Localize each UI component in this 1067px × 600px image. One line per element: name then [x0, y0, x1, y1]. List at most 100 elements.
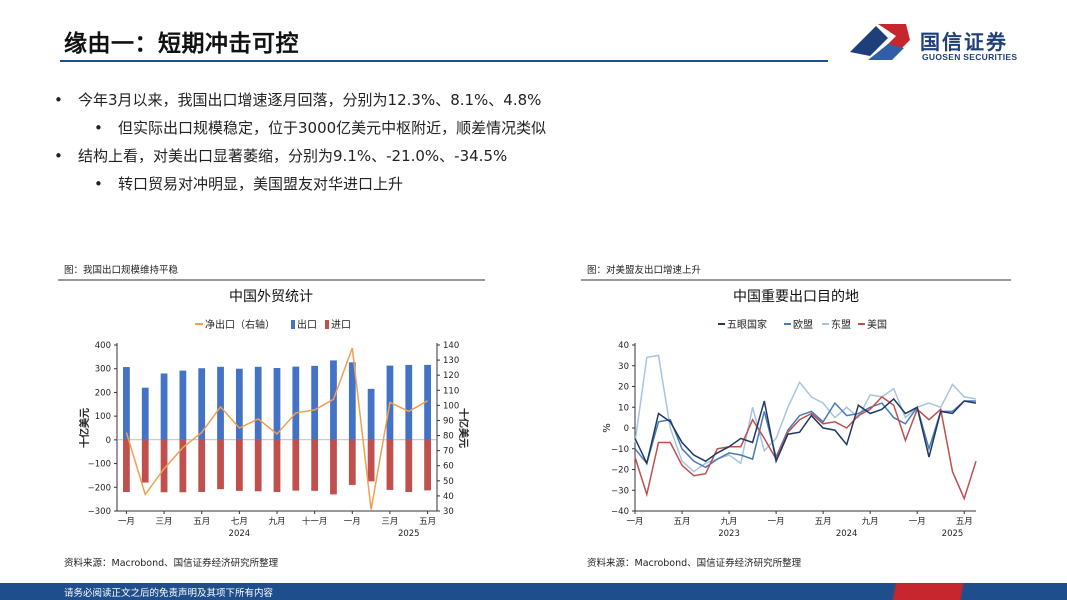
left-chart-source: 资料来源：Macrobond、国信证券经济研究所整理 [64, 558, 279, 569]
import-bar [198, 439, 206, 493]
y-tick-label: 10 [618, 403, 629, 413]
export-bar [235, 368, 243, 440]
y2-axis-label: 十亿美元 [457, 408, 470, 448]
export-bar [292, 366, 300, 440]
legend-label: 出口 [297, 318, 317, 331]
export-bar [198, 368, 206, 440]
series-line-3 [634, 395, 977, 501]
right-chart-source: 资料来源：Macrobond、国信证券经济研究所整理 [587, 558, 802, 569]
y-tick-label: −40 [611, 507, 629, 517]
bullet-subitem: 转口贸易对冲明显，美国盟友对华进口上升 [54, 170, 546, 198]
import-bar [424, 439, 431, 491]
export-bar [367, 388, 375, 440]
x-tick-label: 十一月 [302, 516, 328, 527]
series-line-2 [634, 354, 977, 473]
page-title: 缘由一：短期冲击可控 [64, 31, 299, 57]
y-axis-label: % [602, 423, 613, 433]
x-tick-label: 一月 [344, 517, 361, 527]
y2-tick-label: 40 [443, 492, 454, 502]
y-tick-label: 40 [618, 341, 629, 351]
import-bar [179, 439, 187, 493]
export-bar [405, 364, 413, 440]
left-chart-caption: 图：我国出口规模维持平稳 [64, 265, 179, 276]
x-year-label: 2024 [229, 529, 251, 539]
y2-tick-label: 50 [443, 477, 454, 487]
legend-label: 五眼国家 [727, 318, 767, 331]
import-bar [123, 439, 130, 493]
bullet-list: 今年3月以来，我国出口增速逐月回落，分别为12.3%、8.1%、4.8% 但实际… [54, 86, 546, 198]
bullet-item: 今年3月以来，我国出口增速逐月回落，分别为12.3%、8.1%、4.8% [54, 86, 546, 114]
x-year-label: 2025 [942, 529, 964, 539]
x-tick-label: 三月 [156, 517, 173, 527]
x-tick-label: 九月 [862, 517, 879, 527]
x-tick-label: 七月 [231, 517, 248, 527]
import-bar [254, 439, 262, 492]
legend-label: 净出口（右轴） [205, 318, 275, 331]
chart-title: 中国外贸统计 [229, 289, 313, 305]
x-tick-label: 九月 [721, 517, 738, 527]
y-axis-label: 十亿美元 [78, 408, 91, 448]
y-tick-label: −10 [611, 445, 629, 455]
net-export-line [125, 347, 428, 510]
y2-tick-label: 70 [443, 447, 454, 457]
import-bar [386, 439, 394, 490]
x-tick-label: 一月 [118, 517, 135, 527]
legend-swatch [291, 320, 295, 329]
y-tick-label: 300 [95, 365, 111, 375]
legend-label: 东盟 [831, 318, 851, 331]
legend-label: 欧盟 [793, 319, 813, 331]
y-tick-label: 30 [618, 362, 629, 372]
export-bar [179, 370, 187, 440]
import-bar [273, 439, 281, 493]
logo-text: 国信证券 [920, 30, 1008, 54]
import-bar [348, 439, 356, 485]
export-bar [254, 366, 262, 440]
y2-tick-label: 60 [443, 462, 454, 472]
x-tick-label: 五月 [674, 517, 691, 527]
y-tick-label: −300 [88, 507, 111, 517]
x-year-label: 2024 [836, 529, 858, 539]
y-tick-label: 0 [106, 436, 111, 446]
x-tick-label: 五月 [815, 517, 832, 527]
legend-swatch [325, 320, 329, 329]
x-tick-label: 一月 [768, 517, 785, 527]
import-bar [141, 439, 149, 483]
x-year-label: 2025 [398, 529, 420, 539]
logo-subtext: GUOSEN SECURITIES [922, 52, 1018, 62]
import-bar [405, 439, 413, 493]
export-bar [123, 367, 130, 440]
import-bar [367, 439, 375, 482]
bullet-item: 结构上看，对美出口显著萎缩，分别为9.1%、-21.0%、-34.5% [54, 142, 546, 170]
y-tick-label: 0 [624, 424, 629, 434]
import-bar [235, 439, 243, 491]
x-year-label: 2023 [718, 529, 740, 539]
right-chart-caption: 图：对美盟友出口增速上升 [587, 265, 702, 276]
y-tick-label: −200 [88, 483, 111, 493]
series-line-1 [634, 400, 976, 469]
y-tick-label: 200 [95, 388, 111, 398]
y-tick-label: −30 [611, 486, 629, 496]
import-bar [217, 439, 224, 490]
footer-disclaimer: 请务必阅读正文之后的免责声明及其项下所有内容 [64, 588, 274, 599]
import-bar [330, 439, 337, 495]
footer-accent [800, 583, 1067, 600]
y2-tick-label: 110 [443, 386, 459, 396]
x-tick-label: 五月 [956, 517, 973, 527]
x-tick-label: 一月 [626, 517, 643, 527]
export-bar [217, 366, 224, 440]
legend-label: 进口 [331, 319, 351, 331]
x-tick-label: 五月 [193, 517, 210, 527]
x-tick-label: 九月 [268, 517, 285, 527]
import-bar [311, 439, 319, 491]
guosen-logo-icon [850, 24, 910, 60]
export-bar [348, 362, 356, 440]
series-line-0 [634, 397, 977, 466]
y2-tick-label: 130 [443, 356, 459, 366]
y2-tick-label: 100 [443, 401, 459, 411]
y-tick-label: 20 [618, 383, 629, 393]
bullet-subitem: 但实际出口规模稳定，位于3000亿美元中枢附近，顺差情况类似 [54, 114, 546, 142]
y2-tick-label: 80 [443, 432, 454, 442]
x-tick-label: 一月 [909, 517, 926, 527]
export-bar [160, 373, 168, 440]
